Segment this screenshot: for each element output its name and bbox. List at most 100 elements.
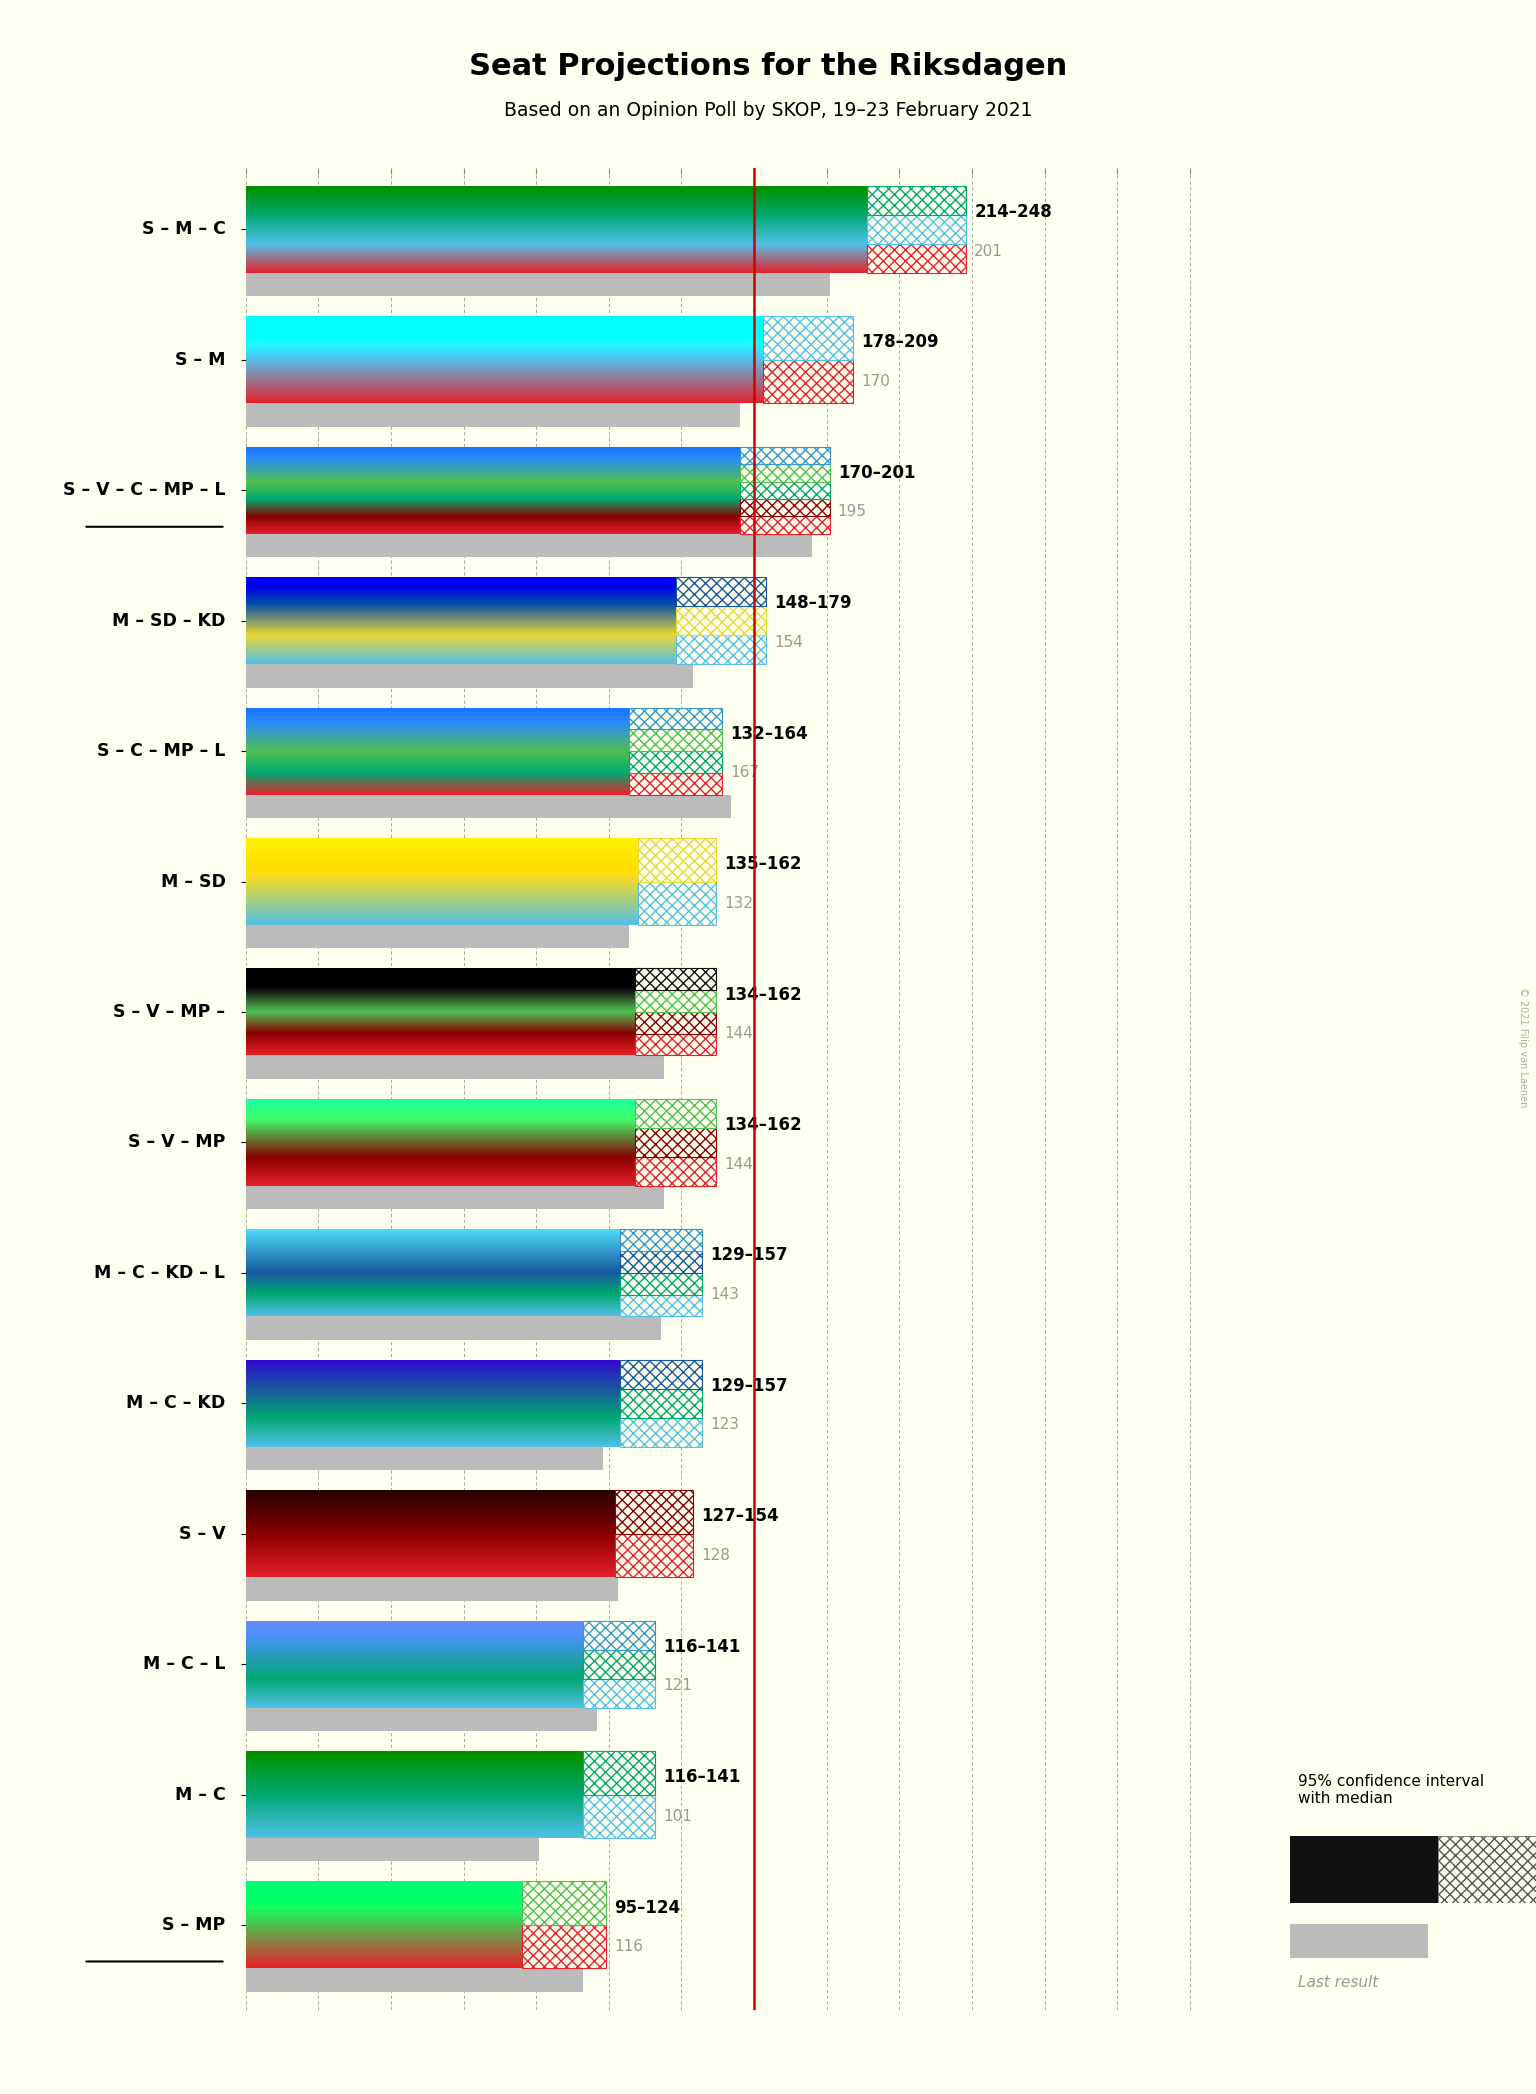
Bar: [739, 482, 829, 498]
Text: 214–248: 214–248: [974, 203, 1052, 222]
Bar: [246, 404, 739, 427]
Text: 116–141: 116–141: [664, 1638, 740, 1656]
Text: 148–179: 148–179: [774, 595, 851, 611]
Bar: [246, 1707, 598, 1732]
Text: 144: 144: [725, 1156, 753, 1173]
Text: Seat Projections for the Riksdagen: Seat Projections for the Riksdagen: [468, 52, 1068, 82]
Bar: [246, 926, 630, 949]
Bar: [634, 1011, 716, 1034]
Bar: [621, 1294, 702, 1317]
Bar: [868, 186, 966, 216]
Bar: [621, 1388, 702, 1418]
Text: 201: 201: [974, 243, 1003, 260]
Bar: [634, 970, 716, 990]
Bar: [739, 517, 829, 534]
Bar: [621, 1359, 702, 1388]
Bar: [621, 1418, 702, 1447]
Text: © 2021 Filip van Laenen: © 2021 Filip van Laenen: [1518, 986, 1528, 1108]
Bar: [246, 1839, 539, 1862]
Text: M – C: M – C: [175, 1786, 226, 1803]
Text: 116: 116: [614, 1939, 644, 1954]
Bar: [637, 882, 716, 926]
Bar: [246, 1577, 617, 1600]
Text: 135–162: 135–162: [725, 854, 802, 873]
Text: S – M – C: S – M – C: [141, 220, 226, 239]
Bar: [582, 1621, 656, 1650]
Text: 144: 144: [725, 1026, 753, 1041]
Text: 195: 195: [837, 505, 866, 519]
Bar: [637, 838, 716, 882]
Bar: [522, 1924, 605, 1968]
Text: 134–162: 134–162: [725, 1116, 802, 1135]
Bar: [1438, 1836, 1536, 1903]
Text: S – V – C – MP – L: S – V – C – MP – L: [63, 482, 226, 498]
Bar: [868, 243, 966, 272]
Text: 143: 143: [710, 1288, 739, 1302]
Text: 123: 123: [710, 1418, 739, 1432]
Text: M – C – L: M – C – L: [143, 1654, 226, 1673]
Bar: [582, 1795, 656, 1839]
Bar: [246, 1968, 582, 1991]
Text: M – SD – KD: M – SD – KD: [112, 611, 226, 630]
Text: S – V: S – V: [178, 1524, 226, 1543]
Text: Based on an Opinion Poll by SKOP, 19–23 February 2021: Based on an Opinion Poll by SKOP, 19–23 …: [504, 101, 1032, 119]
Text: 127–154: 127–154: [702, 1508, 779, 1524]
Bar: [621, 1229, 702, 1250]
Bar: [614, 1491, 693, 1533]
Bar: [621, 1250, 702, 1273]
Bar: [763, 360, 852, 404]
Bar: [621, 1273, 702, 1294]
Text: M – SD: M – SD: [161, 873, 226, 890]
Bar: [246, 794, 731, 819]
Bar: [739, 498, 829, 517]
Bar: [630, 752, 722, 773]
Bar: [246, 272, 829, 295]
Text: 95% confidence interval
with median: 95% confidence interval with median: [1298, 1774, 1484, 1805]
Text: 134–162: 134–162: [725, 986, 802, 1003]
Text: S – C – MP – L: S – C – MP – L: [97, 741, 226, 760]
Text: S – M: S – M: [175, 352, 226, 369]
Text: 121: 121: [664, 1679, 693, 1694]
Text: Last result: Last result: [1298, 1975, 1378, 1989]
Text: 170: 170: [862, 375, 889, 389]
Text: M – C – KD: M – C – KD: [126, 1395, 226, 1411]
Text: 167: 167: [730, 764, 759, 781]
Bar: [676, 605, 766, 634]
Text: 154: 154: [774, 634, 803, 649]
Bar: [246, 1447, 604, 1470]
Text: 132–164: 132–164: [730, 725, 808, 743]
Text: S – V – MP –: S – V – MP –: [114, 1003, 226, 1022]
Bar: [630, 729, 722, 752]
Bar: [739, 465, 829, 482]
Text: 95–124: 95–124: [614, 1899, 680, 1916]
Text: 170–201: 170–201: [837, 465, 915, 482]
Bar: [676, 578, 766, 605]
Text: S – V – MP: S – V – MP: [127, 1133, 226, 1152]
Bar: [246, 1317, 660, 1340]
Bar: [763, 316, 852, 360]
Bar: [246, 1185, 664, 1208]
Bar: [246, 1055, 664, 1078]
Bar: [1290, 1836, 1438, 1903]
Text: M – C – KD – L: M – C – KD – L: [95, 1265, 226, 1282]
Bar: [630, 773, 722, 794]
Bar: [582, 1650, 656, 1679]
Text: 129–157: 129–157: [710, 1378, 788, 1395]
Text: 178–209: 178–209: [862, 333, 938, 352]
Bar: [522, 1883, 605, 1924]
Bar: [676, 634, 766, 664]
Text: 129–157: 129–157: [710, 1246, 788, 1265]
Bar: [614, 1533, 693, 1577]
Text: 101: 101: [664, 1809, 693, 1824]
Bar: [246, 664, 693, 687]
Bar: [634, 1156, 716, 1185]
Bar: [582, 1751, 656, 1795]
Bar: [868, 216, 966, 243]
Bar: [630, 708, 722, 729]
Text: 128: 128: [702, 1547, 730, 1562]
Text: 116–141: 116–141: [664, 1767, 740, 1786]
Text: S – MP: S – MP: [163, 1916, 226, 1935]
Bar: [634, 990, 716, 1011]
Bar: [634, 1034, 716, 1055]
Bar: [246, 534, 813, 557]
